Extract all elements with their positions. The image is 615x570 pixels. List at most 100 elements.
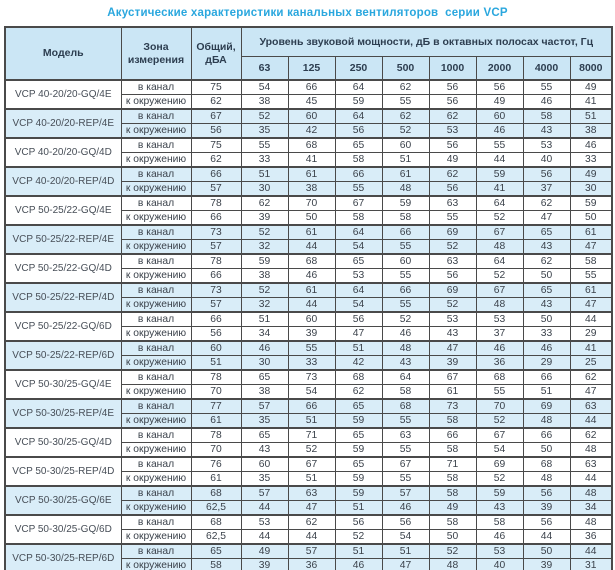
- band-level-cell: 57: [240, 398, 289, 414]
- band-level-cell: 61: [287, 166, 336, 182]
- band-level-cell: 30: [240, 181, 289, 197]
- table-row: VCP 50-25/22-REP/6D в канал 60 46 55 51 48 47 46…: [4, 340, 613, 371]
- band-level-cell: 42: [334, 355, 383, 371]
- band-level-cell: 67: [475, 282, 524, 298]
- band-level-cell: 55: [381, 442, 430, 458]
- band-level-cell: 58: [428, 471, 477, 487]
- band-level-cell: 51: [287, 471, 336, 487]
- total-dba-cell: 60: [190, 340, 242, 356]
- table-row: VCP 40-20/20-GQ/4E в канал 75 54 66 64 62 56 56 5…: [4, 79, 613, 110]
- band-level-cell: 35: [240, 413, 289, 429]
- band-level-cell: 62: [381, 108, 430, 124]
- zone-cell-ambient: к окружению: [120, 558, 192, 570]
- band-level-cell: 52: [334, 529, 383, 545]
- acoustic-characteristics-table: Модель Зона измерения Общий, дБА Уровень…: [4, 26, 614, 570]
- band-level-cell: 56: [334, 514, 383, 530]
- band-level-cell: 55: [240, 137, 289, 153]
- header-frequency-63: 63: [240, 56, 289, 81]
- table-row: VCP 50-30/25-REP/4D в канал 76 60 67 65 67 71 69…: [4, 456, 613, 487]
- total-dba-cell: 70: [190, 384, 242, 400]
- band-level-cell: 51: [240, 311, 289, 327]
- band-level-cell: 34: [240, 326, 289, 342]
- header-frequency-2000: 2000: [475, 56, 524, 81]
- band-level-cell: 46: [475, 123, 524, 139]
- model-cell: VCP 40-20/20-GQ/4E: [4, 79, 122, 110]
- band-level-cell: 62: [428, 108, 477, 124]
- band-level-cell: 55: [334, 181, 383, 197]
- total-dba-cell: 61: [190, 413, 242, 429]
- zone-cell-ambient: к окружению: [120, 152, 192, 168]
- band-level-cell: 44: [287, 239, 336, 255]
- band-level-cell: 48: [475, 297, 524, 313]
- zone-cell-duct: в канал: [120, 79, 192, 95]
- band-level-cell: 69: [428, 224, 477, 240]
- band-level-cell: 66: [334, 166, 383, 182]
- band-level-cell: 54: [381, 529, 430, 545]
- table-row: VCP 50-25/22-GQ/4E в канал 78 62 70 67 59 63 64 6…: [4, 195, 613, 226]
- band-level-cell: 55: [381, 297, 430, 313]
- band-level-cell: 51: [381, 543, 430, 559]
- band-level-cell: 52: [475, 268, 524, 284]
- zone-cell-ambient: к окружению: [120, 326, 192, 342]
- band-level-cell: 56: [428, 181, 477, 197]
- band-level-cell: 62: [522, 253, 571, 269]
- band-level-cell: 43: [522, 297, 571, 313]
- table-row: VCP 50-25/22-GQ/6D в канал 66 51 60 56 52 53 53 5…: [4, 311, 613, 342]
- total-dba-cell: 56: [190, 123, 242, 139]
- band-level-cell: 58: [381, 384, 430, 400]
- total-dba-cell: 75: [190, 137, 242, 153]
- total-dba-cell: 66: [190, 268, 242, 284]
- band-level-cell: 68: [287, 137, 336, 153]
- band-level-cell: 39: [287, 326, 336, 342]
- band-level-cell: 66: [381, 282, 430, 298]
- band-level-cell: 71: [287, 427, 336, 443]
- model-cell: VCP 40-20/20-GQ/4D: [4, 137, 122, 168]
- band-level-cell: 52: [428, 297, 477, 313]
- band-level-cell: 55: [287, 340, 336, 356]
- band-level-cell: 51: [334, 340, 383, 356]
- table-row: к окружению 66 38 46 53 55 56 52 50 55: [5, 268, 613, 284]
- band-level-cell: 54: [475, 442, 524, 458]
- band-level-cell: 43: [240, 442, 289, 458]
- band-level-cell: 39: [522, 558, 571, 570]
- band-level-cell: 56: [334, 311, 383, 327]
- band-level-cell: 41: [569, 340, 613, 356]
- band-level-cell: 64: [475, 195, 524, 211]
- band-level-cell: 46: [334, 558, 383, 570]
- band-level-cell: 60: [287, 108, 336, 124]
- band-level-cell: 46: [287, 268, 336, 284]
- band-level-cell: 58: [334, 152, 383, 168]
- total-dba-cell: 78: [190, 369, 242, 385]
- header-frequency-500: 500: [381, 56, 430, 81]
- band-level-cell: 48: [569, 442, 613, 458]
- zone-cell-ambient: к окружению: [120, 355, 192, 371]
- band-level-cell: 70: [287, 195, 336, 211]
- band-level-cell: 47: [569, 297, 613, 313]
- band-level-cell: 66: [522, 427, 571, 443]
- band-level-cell: 64: [334, 79, 383, 95]
- table-row: к окружению 57 30 38 55 48 56 41 37 30: [5, 181, 613, 197]
- total-dba-cell: 76: [190, 456, 242, 472]
- band-level-cell: 58: [569, 253, 613, 269]
- band-level-cell: 62: [240, 195, 289, 211]
- total-dba-cell: 70: [190, 442, 242, 458]
- band-level-cell: 63: [287, 485, 336, 501]
- band-level-cell: 48: [522, 413, 571, 429]
- band-level-cell: 58: [428, 442, 477, 458]
- band-level-cell: 58: [428, 413, 477, 429]
- total-dba-cell: 62,5: [190, 500, 242, 516]
- band-level-cell: 59: [381, 195, 430, 211]
- band-level-cell: 50: [287, 210, 336, 226]
- band-level-cell: 44: [569, 413, 613, 429]
- band-level-cell: 38: [287, 181, 336, 197]
- table-row: VCP 50-30/25-GQ/6D в канал 68 53 62 56 56 58 58 5…: [4, 514, 613, 545]
- band-level-cell: 59: [334, 485, 383, 501]
- band-level-cell: 42: [287, 123, 336, 139]
- band-level-cell: 53: [428, 123, 477, 139]
- band-level-cell: 55: [381, 94, 430, 110]
- band-level-cell: 52: [240, 224, 289, 240]
- zone-cell-ambient: к окружению: [120, 297, 192, 313]
- table-row: к окружению 57 32 44 54 55 52 48 43 47: [5, 297, 613, 313]
- table-row: к окружению 58 39 36 46 47 48 40 39 31: [5, 558, 613, 570]
- band-level-cell: 55: [381, 268, 430, 284]
